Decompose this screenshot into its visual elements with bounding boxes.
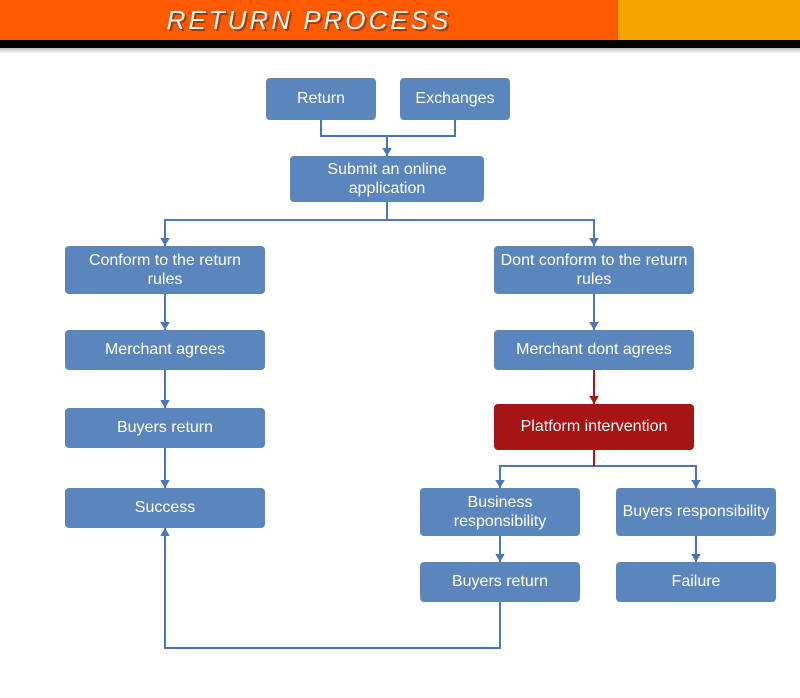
node-buyret2: Buyers return xyxy=(420,562,580,602)
header-bar: RETURN PROCESS xyxy=(0,0,800,40)
header-main: RETURN PROCESS xyxy=(0,0,618,40)
node-exchanges: Exchanges xyxy=(400,78,510,120)
node-conform: Conform to the return rules xyxy=(65,246,265,294)
node-failure: Failure xyxy=(616,562,776,602)
node-bizresp: Business responsibility xyxy=(420,488,580,536)
page-title: RETURN PROCESS xyxy=(167,5,452,36)
node-buyresp: Buyers responsibility xyxy=(616,488,776,536)
node-magree: Merchant agrees xyxy=(65,330,265,370)
node-buyret1: Buyers return xyxy=(65,408,265,448)
header-underline xyxy=(0,40,800,48)
node-platform: Platform intervention xyxy=(494,404,694,450)
header-side xyxy=(618,0,800,40)
flowchart-canvas: Return Exchanges Submit an online applicat… xyxy=(0,48,800,698)
node-submit: Submit an online application xyxy=(290,156,484,202)
node-nconform: Dont conform to the return rules xyxy=(494,246,694,294)
node-success: Success xyxy=(65,488,265,528)
node-mdisagree: Merchant dont agrees xyxy=(494,330,694,370)
node-return: Return xyxy=(266,78,376,120)
